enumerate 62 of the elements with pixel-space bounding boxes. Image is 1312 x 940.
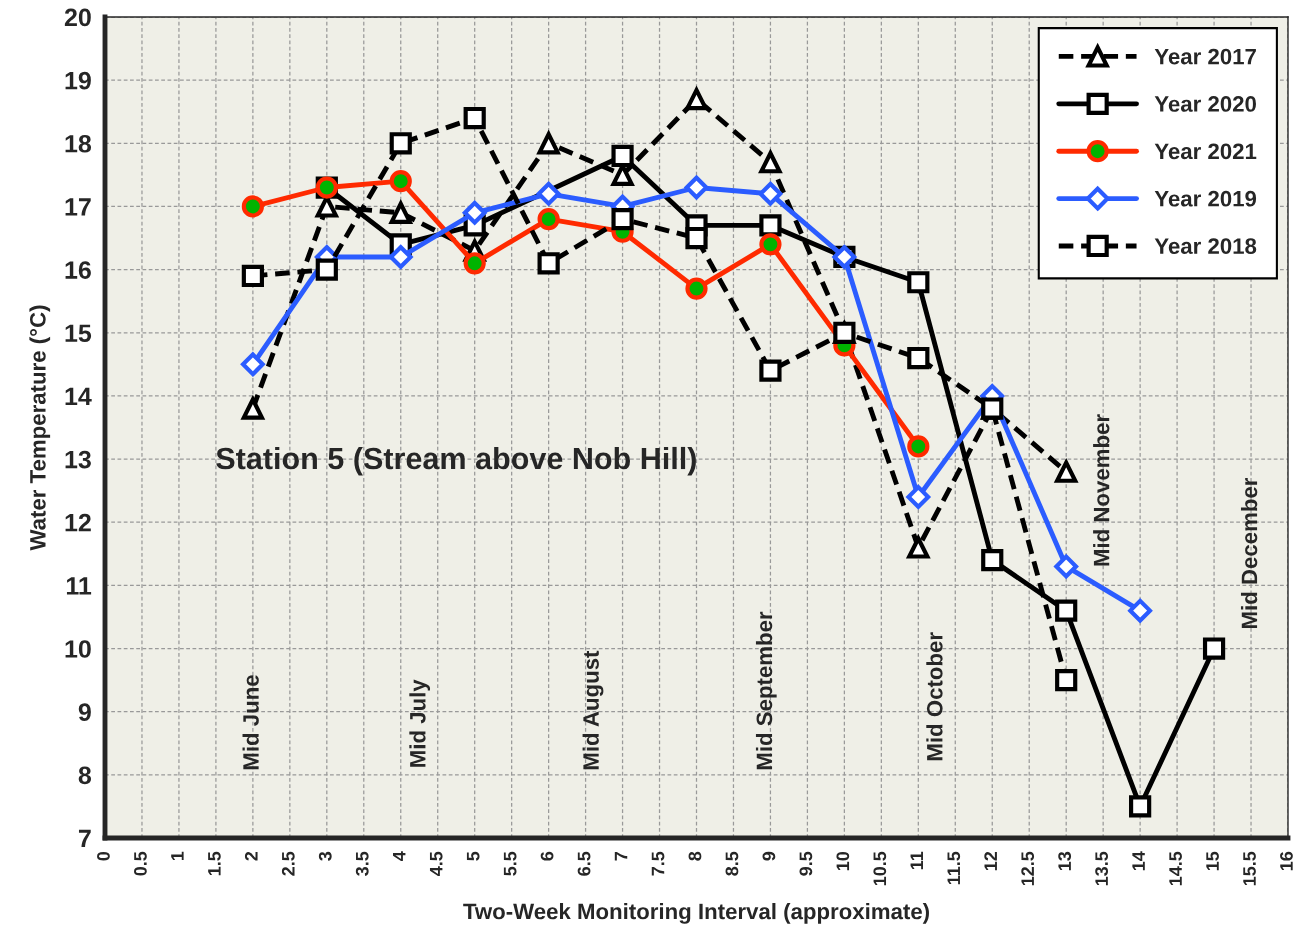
y-tick-label: 9 <box>78 703 91 721</box>
y-tick-label: 7 <box>78 829 91 848</box>
annotation: Mid August <box>582 650 604 770</box>
x-tick-label: 8.5 <box>725 851 739 876</box>
legend-label: Year 2021 <box>1154 143 1257 160</box>
y-axis-title: Water Temperature (°C) <box>29 305 51 551</box>
x-tick-label: 11.5 <box>947 851 961 885</box>
x-tick-label: 13 <box>1058 851 1072 871</box>
legend-label: Year 2019 <box>1154 190 1257 207</box>
legend-label: Year 2017 <box>1154 48 1256 65</box>
x-tick-label: 9.5 <box>799 851 813 876</box>
annotation: Station 5 (Stream above Nob Hill) <box>216 446 696 476</box>
x-tick-label: 15.5 <box>1243 851 1256 886</box>
y-tick-label: 13 <box>65 450 91 469</box>
y-tick-label: 19 <box>65 71 91 90</box>
x-tick-label: 14 <box>1132 851 1145 871</box>
x-tick-label: 4 <box>393 851 406 861</box>
x-tick-label: 4.5 <box>429 851 443 877</box>
x-tick-label: 12.5 <box>1021 851 1035 886</box>
x-tick-label: 3.5 <box>355 851 369 876</box>
x-tick-label: 7 <box>614 851 628 861</box>
x-tick-label: 6 <box>540 851 554 861</box>
y-tick-label: 11 <box>66 577 92 595</box>
y-tick-label: 18 <box>65 134 92 153</box>
x-tick-label: 5.5 <box>503 851 517 876</box>
x-tick-label: 0.5 <box>134 851 147 876</box>
y-tick-label: 20 <box>64 8 91 27</box>
y-tick-label: 14 <box>65 387 92 405</box>
annotation: Mid November <box>1093 414 1110 566</box>
x-tick-label: 0 <box>97 851 110 861</box>
x-tick-label: 10 <box>836 851 850 871</box>
x-tick-label: 10.5 <box>873 851 887 886</box>
x-tick-label: 15 <box>1206 851 1219 871</box>
x-tick-label: 3 <box>318 851 332 861</box>
y-tick-label: 16 <box>65 261 91 279</box>
y-tick-label: 12 <box>65 513 91 532</box>
annotation: Mid June <box>242 675 259 770</box>
annotation: Mid September <box>755 611 777 770</box>
x-tick-label: 13.5 <box>1095 851 1109 886</box>
annotation: Mid October <box>926 632 943 761</box>
x-tick-label: 6.5 <box>577 851 591 876</box>
x-tick-label: 11 <box>910 851 923 870</box>
y-tick-label: 17 <box>65 198 91 216</box>
x-axis-title: Two-Week Monitoring Interval (approximate) <box>463 903 929 924</box>
annotation: Mid December <box>1240 477 1258 628</box>
y-tick-label: 8 <box>78 766 92 785</box>
legend-label: Year 2020 <box>1154 96 1256 112</box>
y-tick-label: 15 <box>65 324 92 343</box>
legend-label: Year 2018 <box>1154 238 1257 254</box>
x-tick-label: 2.5 <box>281 851 295 876</box>
x-tick-label: 8 <box>688 851 702 861</box>
annotation: Mid July <box>409 679 431 767</box>
x-tick-label: 14.5 <box>1169 851 1182 886</box>
x-tick-label: 9 <box>762 851 776 861</box>
y-tick-label: 10 <box>65 640 91 658</box>
x-tick-label: 12 <box>984 851 997 871</box>
x-tick-label: 5 <box>466 851 480 861</box>
x-tick-label: 1.5 <box>208 851 221 876</box>
x-tick-label: 1 <box>171 851 184 861</box>
x-tick-label: 7.5 <box>651 851 665 876</box>
x-tick-label: 16 <box>1280 851 1293 871</box>
x-tick-label: 2 <box>244 851 258 861</box>
